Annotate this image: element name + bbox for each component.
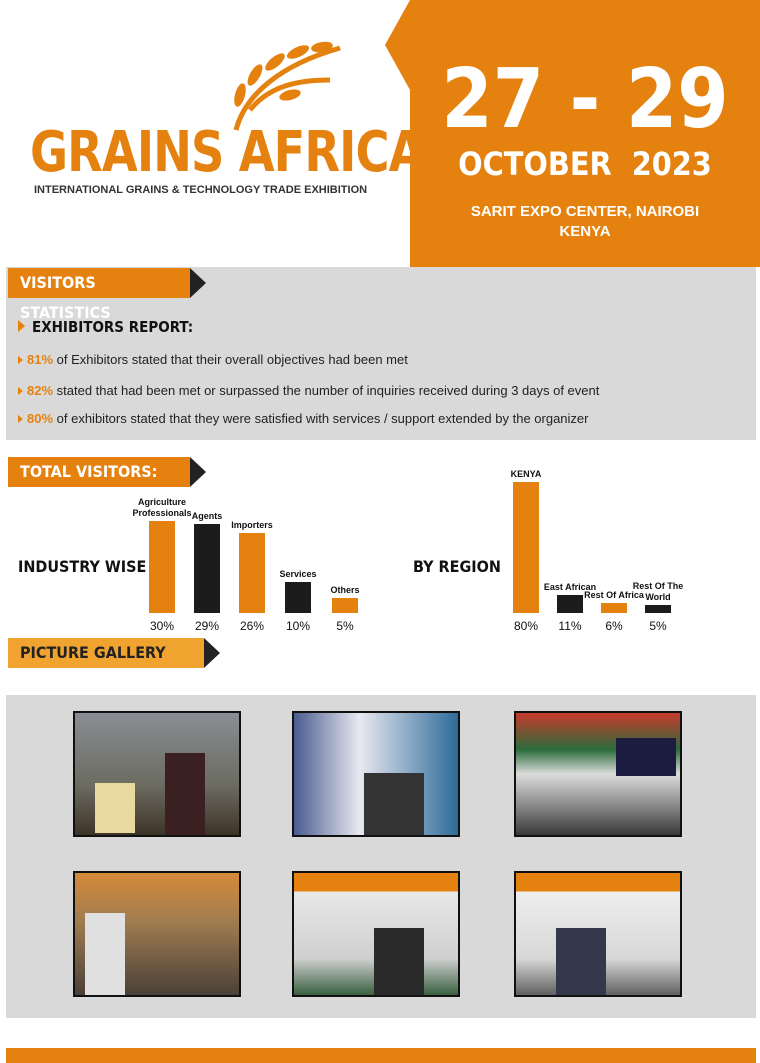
total-visitors-tab: TOTAL VISITORS: 1054 xyxy=(8,457,206,511)
photo-detail xyxy=(556,928,606,995)
header-graphics xyxy=(233,0,760,267)
bullet: 81% of Exhibitors stated that their over… xyxy=(18,352,408,367)
photo-detail xyxy=(364,773,424,835)
photo-detail xyxy=(85,913,125,995)
bar xyxy=(557,594,583,613)
value-label: 11% xyxy=(558,619,582,633)
bullet-percent: 80% xyxy=(27,411,54,426)
chart-title: INDUSTRY WISE xyxy=(18,557,147,576)
photo xyxy=(514,871,682,997)
category-label: East African xyxy=(543,582,597,592)
bar xyxy=(645,604,671,613)
bar xyxy=(513,482,539,613)
bar xyxy=(285,582,311,613)
value-label: 5% xyxy=(336,619,354,633)
photo-detail xyxy=(374,928,424,995)
country: KENYA xyxy=(559,223,611,240)
logo-title: GRAINS AFRICA xyxy=(30,120,424,185)
chart-title: BY REGION xyxy=(413,557,501,576)
bar xyxy=(239,533,265,613)
dates: 27 - 29 xyxy=(441,52,729,147)
bullet-text: of exhibitors stated that they were sati… xyxy=(53,411,589,426)
bullet: 80% of exhibitors stated that they were … xyxy=(18,411,588,426)
value-label: 29% xyxy=(194,619,220,633)
photo-detail xyxy=(616,738,676,776)
category-label: Rest Of The World xyxy=(632,580,684,602)
report-title-text: EXHIBITORS REPORT: xyxy=(32,318,194,336)
bullet-percent: 81% xyxy=(27,352,54,367)
value-label: 10% xyxy=(285,619,311,633)
category-label: Agriculture Professionals xyxy=(132,497,192,518)
report-title: EXHIBITORS REPORT: xyxy=(18,318,193,336)
category-label: Others xyxy=(330,584,360,595)
category-label: Services xyxy=(279,569,317,580)
bar xyxy=(194,524,220,613)
photo-detail xyxy=(165,753,205,835)
photo xyxy=(514,711,682,837)
gallery-tab: PICTURE GALLERY xyxy=(8,638,220,668)
photo xyxy=(73,871,241,997)
bar xyxy=(332,597,358,613)
value-label: 30% xyxy=(149,619,175,633)
category-label: Importers xyxy=(231,520,273,531)
bullet: 82% stated that had been met or surpasse… xyxy=(18,383,599,398)
bar xyxy=(149,521,175,613)
venue: SARIT EXPO CENTER, NAIROBI xyxy=(470,203,700,220)
category-label: Rest Of Africa xyxy=(584,590,644,601)
value-label: 6% xyxy=(605,619,623,633)
value-label: 80% xyxy=(513,619,539,633)
bar xyxy=(601,603,627,613)
footer-bar xyxy=(6,1048,756,1063)
photo xyxy=(73,711,241,837)
bullet-text: stated that had been met or surpassed th… xyxy=(53,383,600,398)
category-label: Agents xyxy=(191,511,223,522)
value-label: 26% xyxy=(239,619,265,633)
photo-detail xyxy=(95,783,135,833)
value-label: 5% xyxy=(649,619,667,633)
photo xyxy=(292,711,460,837)
bullet-percent: 82% xyxy=(27,383,54,398)
section-tab: VISITORS STATISTICS xyxy=(8,268,206,322)
logo-subtitle: INTERNATIONAL GRAINS & TECHNOLOGY TRADE … xyxy=(34,184,368,196)
bullet-text: of Exhibitors stated that their overall … xyxy=(53,352,408,367)
month-year: OCTOBER 2023 xyxy=(458,145,712,183)
photo xyxy=(292,871,460,997)
category-label: KENYA xyxy=(510,469,542,479)
